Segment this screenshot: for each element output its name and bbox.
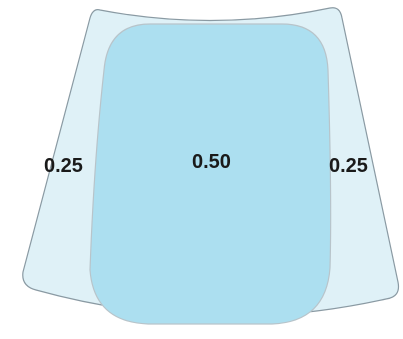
center-region-label: 0.50 <box>192 151 231 173</box>
center-region-shape <box>89 23 332 325</box>
right-region-label: 0.25 <box>329 155 368 177</box>
left-region-label: 0.25 <box>44 155 83 177</box>
